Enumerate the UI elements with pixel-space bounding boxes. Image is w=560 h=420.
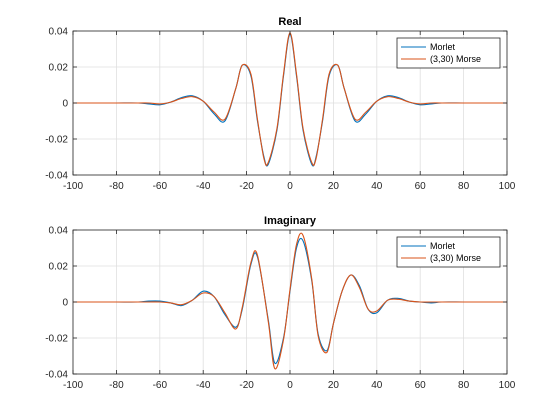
y-tick-label: 0.04 bbox=[49, 27, 69, 38]
x-tick-label: -100 bbox=[63, 380, 83, 391]
series-group bbox=[73, 232, 507, 370]
legend-label-0: Morlet bbox=[430, 42, 456, 52]
legend: Morlet (3,30) Morse bbox=[396, 37, 501, 69]
legend: Morlet (3,30) Morse bbox=[396, 236, 501, 268]
x-tick-label: -40 bbox=[196, 181, 211, 192]
x-tick-label: -60 bbox=[153, 380, 168, 391]
y-tick-label: -0.02 bbox=[45, 135, 68, 146]
x-tick-label: 20 bbox=[328, 181, 340, 192]
y-tick-label: 0.04 bbox=[49, 226, 69, 237]
x-tick-label: 20 bbox=[328, 380, 340, 391]
legend-box bbox=[396, 37, 501, 69]
x-tick-label: -40 bbox=[196, 380, 211, 391]
x-tick-label: 0 bbox=[287, 380, 293, 391]
y-tick-label: -0.04 bbox=[45, 171, 68, 182]
legend-box bbox=[396, 236, 501, 268]
chart-title: Imaginary bbox=[264, 215, 317, 227]
y-tick-label: 0.02 bbox=[49, 63, 69, 74]
legend-label-1: (3,30) Morse bbox=[430, 54, 481, 64]
x-tick-label: 60 bbox=[415, 380, 427, 391]
x-tick-label: 40 bbox=[371, 181, 383, 192]
x-tick-label: -20 bbox=[239, 380, 254, 391]
x-tick-label: 0 bbox=[287, 181, 293, 192]
x-tick-label: 80 bbox=[458, 181, 470, 192]
chart-1: -100 -80 -60 -40 -20 0 20 40 60 80 100 -0.04 -0.02 0 0… bbox=[45, 215, 516, 391]
x-tick-label: -80 bbox=[109, 380, 124, 391]
y-tick-label: -0.02 bbox=[45, 334, 68, 345]
x-tick-label: -100 bbox=[63, 181, 83, 192]
series-line-1 bbox=[73, 232, 507, 370]
x-tick-label: -60 bbox=[153, 181, 168, 192]
y-tick-label: 0 bbox=[62, 298, 68, 309]
chart-0: -100 -80 -60 -40 -20 0 20 40 60 80 100 -0.04 -0.02 0 0… bbox=[45, 16, 516, 192]
x-tick-label: 60 bbox=[415, 181, 427, 192]
x-tick-label: 40 bbox=[371, 380, 383, 391]
x-tick-label: -80 bbox=[109, 181, 124, 192]
legend-label-0: Morlet bbox=[430, 241, 456, 251]
x-tick-label: 100 bbox=[499, 380, 516, 391]
x-tick-label: -20 bbox=[239, 181, 254, 192]
y-tick-label: 0.02 bbox=[49, 262, 69, 273]
chart-title: Real bbox=[278, 16, 301, 28]
x-tick-label: 80 bbox=[458, 380, 470, 391]
x-tick-label: 100 bbox=[499, 181, 516, 192]
y-tick-label: 0 bbox=[62, 99, 68, 110]
y-tick-label: -0.04 bbox=[45, 370, 68, 381]
legend-label-1: (3,30) Morse bbox=[430, 253, 481, 263]
